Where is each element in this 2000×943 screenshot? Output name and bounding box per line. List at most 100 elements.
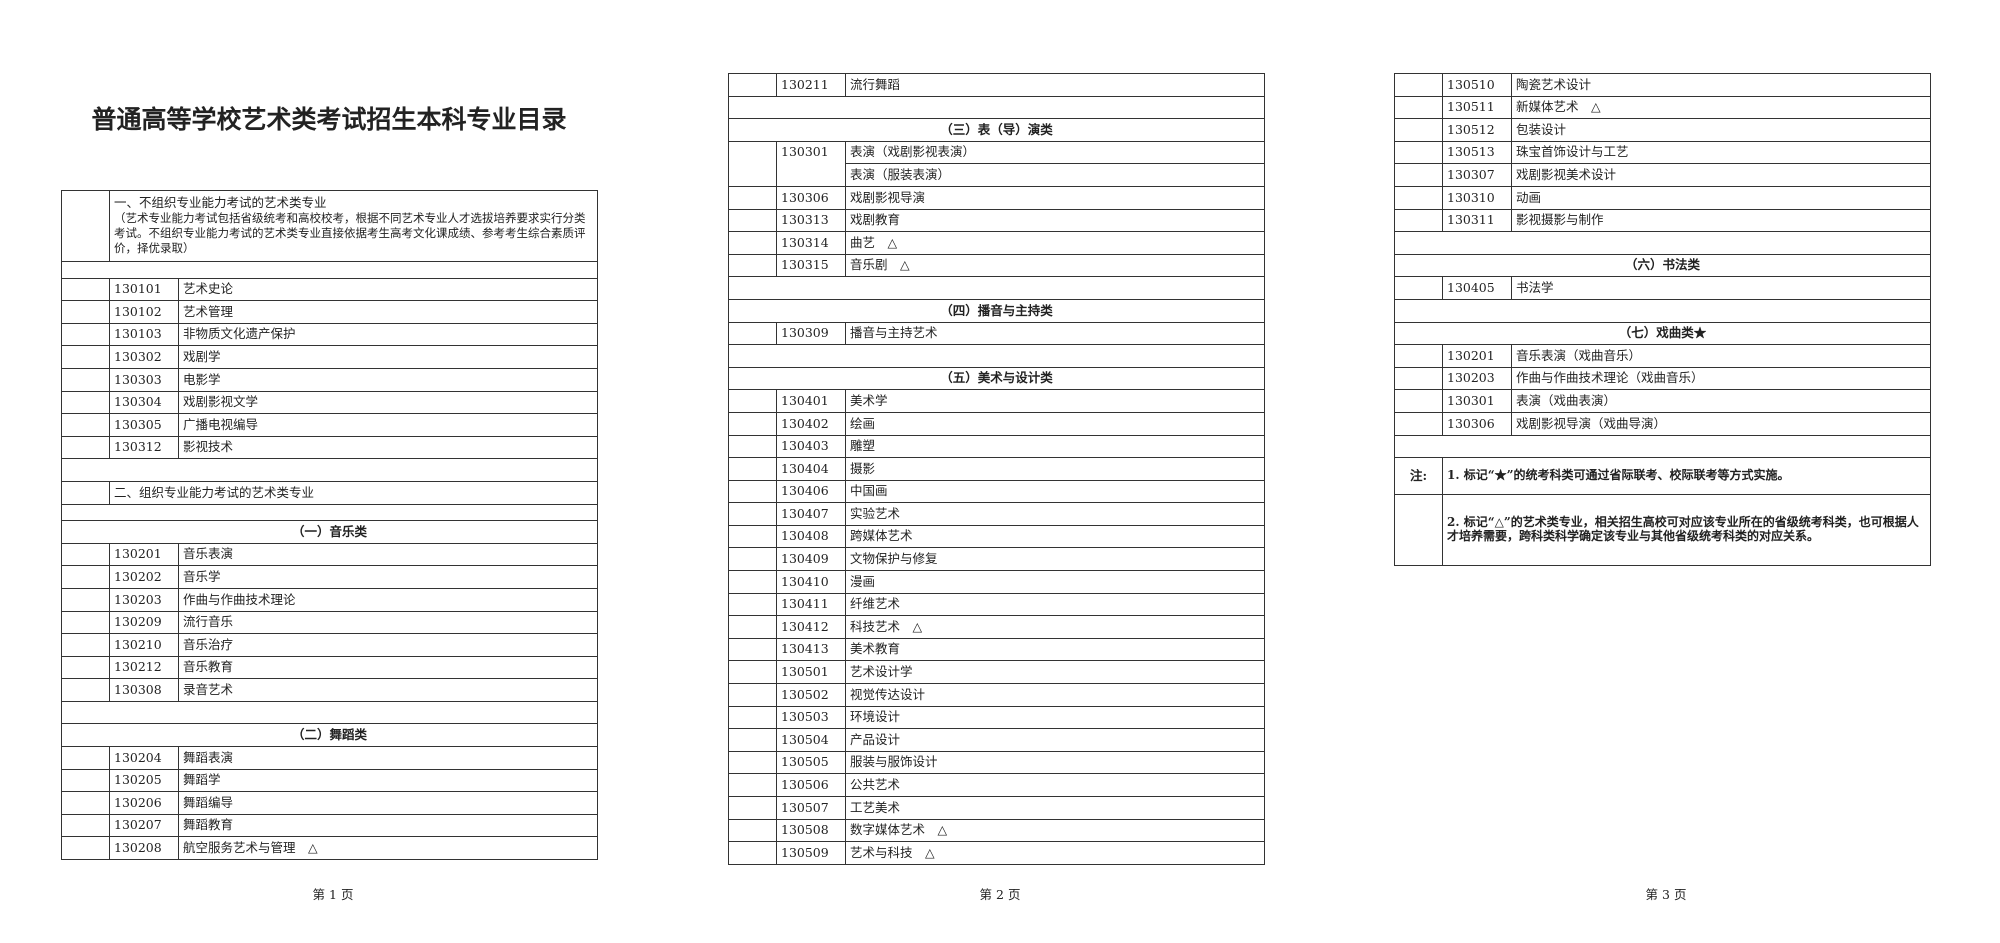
blank-cell bbox=[1394, 276, 1443, 300]
major-name: 艺术管理 bbox=[178, 300, 598, 324]
blank-cell bbox=[728, 524, 777, 549]
major-name: 珠宝首饰设计与工艺 bbox=[1511, 140, 1931, 165]
blank-cell bbox=[728, 818, 777, 843]
empty-cell bbox=[1394, 434, 1931, 459]
blank-cell bbox=[1394, 411, 1443, 436]
major-name: 数字媒体艺术 △ bbox=[845, 818, 1265, 843]
blank-cell bbox=[728, 705, 777, 730]
table-row: 130506 公共艺术 bbox=[728, 773, 1265, 797]
major-code: 130506 bbox=[776, 773, 846, 797]
category-heading: （六）书法类 bbox=[1394, 253, 1931, 278]
table-row: 130208 航空服务艺术与管理 △ bbox=[61, 836, 598, 861]
table-row: 130510 陶瓷艺术设计 bbox=[1394, 73, 1931, 97]
major-code: 130208 bbox=[109, 836, 179, 861]
major-code: 130309 bbox=[776, 321, 846, 346]
major-code: 130303 bbox=[109, 367, 179, 392]
major-code: 130301 bbox=[776, 140, 846, 187]
major-name: 戏剧影视导演 bbox=[845, 185, 1265, 210]
major-code: 130207 bbox=[109, 813, 179, 838]
blank-cell bbox=[728, 728, 777, 752]
blank-cell bbox=[61, 480, 110, 505]
page: 130510 陶瓷艺术设计 130511 新媒体艺术 △ 130512 包装设计 13051… bbox=[1394, 73, 1931, 567]
table-row: （二）舞蹈类 bbox=[61, 723, 598, 748]
major-name: 音乐表演 bbox=[178, 542, 598, 567]
major-code: 130404 bbox=[776, 457, 846, 481]
blank-cell bbox=[61, 768, 110, 793]
major-code: 130509 bbox=[776, 841, 846, 865]
table-row: 130304 戏剧影视文学 bbox=[61, 390, 598, 415]
table-row: 130206 舞蹈编导 bbox=[61, 791, 598, 815]
major-name: 航空服务艺术与管理 △ bbox=[178, 836, 598, 861]
table-row: （五）美术与设计类 bbox=[728, 366, 1265, 391]
table-row: 130305 广播电视编导 bbox=[61, 413, 598, 437]
blank-cell bbox=[728, 592, 777, 617]
major-name: 流行音乐 bbox=[178, 610, 598, 635]
note-text: 2. 标记“△”的艺术类专业，相关招生高校可对应该专业所在的省级统考科类，也可根… bbox=[1442, 494, 1931, 567]
blank-cell bbox=[61, 791, 110, 815]
major-name: 艺术与科技 △ bbox=[845, 841, 1265, 865]
blank-cell bbox=[61, 836, 110, 861]
table-row: 130314 曲艺 △ bbox=[728, 231, 1265, 255]
table-row: 130312 影视技术 bbox=[61, 435, 598, 460]
blank-cell bbox=[61, 367, 110, 392]
blank-cell bbox=[728, 411, 777, 436]
table-row: 130212 音乐教育 bbox=[61, 655, 598, 680]
category-heading: （七）戏曲类★ bbox=[1394, 321, 1931, 346]
major-code: 130203 bbox=[109, 587, 179, 612]
page-number: 第 1 页 bbox=[312, 887, 354, 902]
table-row: 130402 绘画 bbox=[728, 411, 1265, 436]
document-title: 普通高等学校艺术类考试招生本科专业目录 bbox=[91, 105, 567, 134]
section-cell: 二、组织专业能力考试的艺术类专业 bbox=[109, 480, 598, 505]
page-number: 第 3 页 bbox=[1645, 887, 1687, 902]
blank-cell bbox=[1394, 185, 1443, 210]
blank-cell bbox=[728, 796, 777, 820]
table-row: 表演（服装表演） bbox=[729, 163, 1265, 187]
empty-cell bbox=[61, 261, 598, 279]
table-row: 130404 摄影 bbox=[728, 457, 1265, 481]
major-code: 130405 bbox=[1442, 276, 1512, 300]
blank-cell bbox=[728, 502, 777, 526]
table-row: 一、不组织专业能力考试的艺术类专业 （艺术专业能力考试包括省级统考和高校校考，根据… bbox=[61, 190, 598, 262]
major-name: 科技艺术 △ bbox=[845, 615, 1265, 639]
major-code: 130510 bbox=[1442, 73, 1512, 97]
major-name: 播音与主持艺术 bbox=[845, 321, 1265, 346]
major-name: 表演（服装表演） bbox=[845, 163, 1265, 187]
category-heading: （一）音乐类 bbox=[61, 520, 598, 544]
table-row: 2. 标记“△”的艺术类专业，相关招生高校可对应该专业所在的省级统考科类，也可根… bbox=[1394, 494, 1931, 567]
major-name: 舞蹈教育 bbox=[178, 813, 598, 838]
table-row: 130202 音乐学 bbox=[61, 565, 598, 589]
section-note: （艺术专业能力考试包括省级统考和高校校考，根据不同艺术专业人才选拔培养要求实行分… bbox=[114, 210, 586, 255]
major-code: 130406 bbox=[776, 479, 846, 504]
empty-cell bbox=[1394, 231, 1931, 255]
blank-cell bbox=[61, 413, 110, 437]
note-label bbox=[1394, 494, 1443, 567]
blank-cell bbox=[1394, 344, 1443, 368]
table-row: 130210 音乐治疗 bbox=[61, 633, 598, 657]
table-row bbox=[728, 344, 1265, 368]
empty-cell bbox=[1394, 298, 1931, 323]
empty-cell bbox=[728, 344, 1265, 368]
major-name: 表演（戏曲表演） bbox=[1511, 389, 1931, 413]
major-code: 130511 bbox=[1442, 95, 1512, 120]
empty-cell bbox=[728, 95, 1265, 120]
major-code: 130306 bbox=[1442, 411, 1512, 436]
major-name: 流行舞蹈 bbox=[845, 73, 1265, 97]
major-name: 戏剧影视文学 bbox=[178, 390, 598, 415]
blank-cell bbox=[61, 813, 110, 838]
table-row: 130301 表演（戏剧影视表演） bbox=[728, 140, 1265, 187]
blank-cell bbox=[728, 389, 777, 413]
major-name: 公共艺术 bbox=[845, 773, 1265, 797]
major-name: 舞蹈表演 bbox=[178, 746, 598, 770]
table-row: 130501 艺术设计学 bbox=[728, 660, 1265, 685]
table-row: 130207 舞蹈教育 bbox=[61, 813, 598, 838]
major-name: 包装设计 bbox=[1511, 118, 1931, 142]
major-code: 130409 bbox=[776, 547, 846, 572]
table-row: 130307 戏剧影视美术设计 bbox=[1394, 163, 1931, 187]
major-code: 130315 bbox=[776, 253, 846, 278]
major-name: 音乐表演（戏曲音乐） bbox=[1511, 344, 1931, 368]
table-row: 130308 录音艺术 bbox=[61, 678, 598, 702]
table-row: 130313 戏剧教育 bbox=[728, 208, 1265, 233]
blank-cell bbox=[61, 610, 110, 635]
table-row: （七）戏曲类★ bbox=[1394, 321, 1931, 346]
table-row: 130411 纤维艺术 bbox=[728, 592, 1265, 617]
